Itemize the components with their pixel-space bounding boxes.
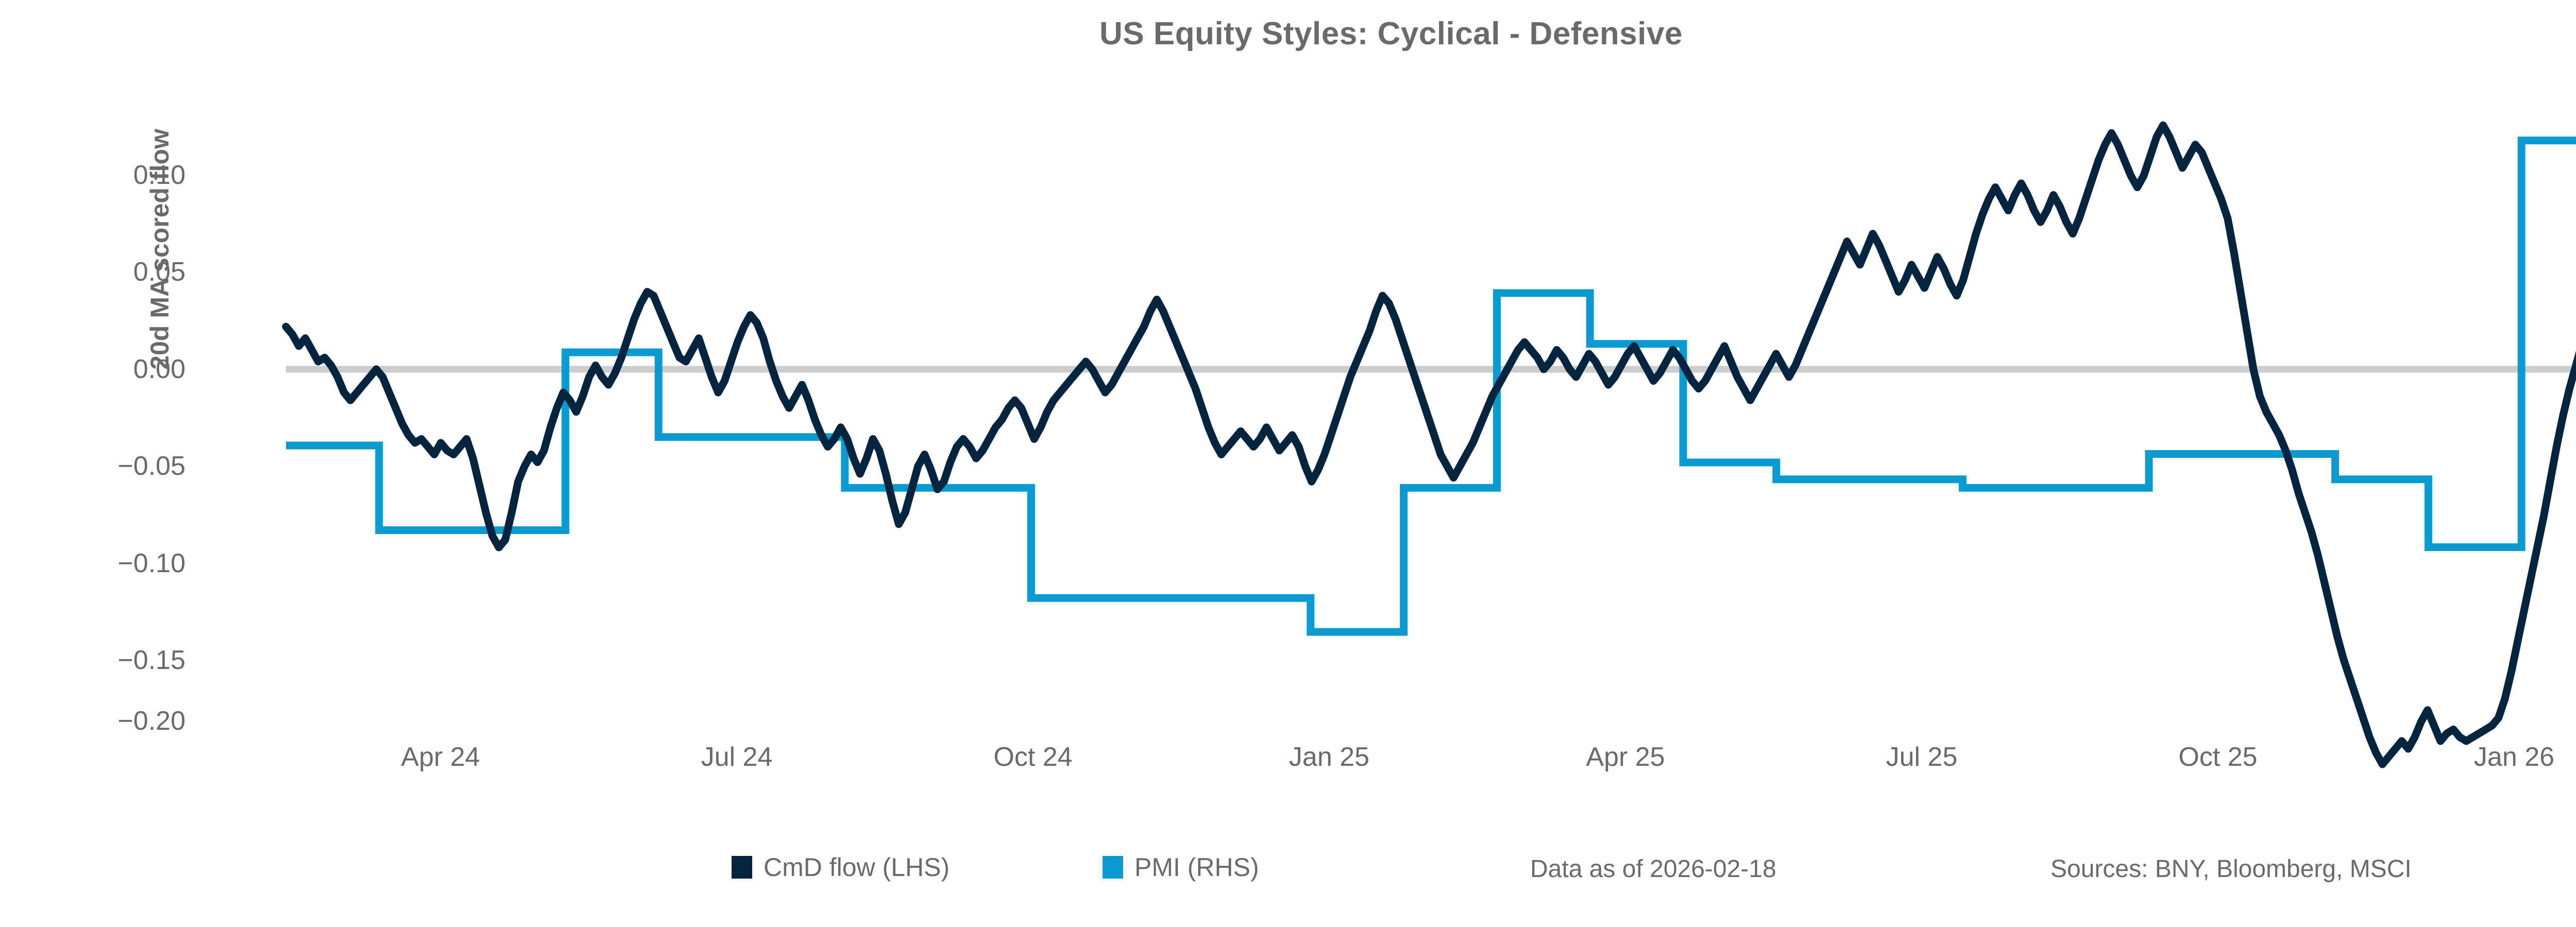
data-as-of-text: Data as of 2026-02-18 (1530, 855, 1776, 883)
pmi-series-line (286, 136, 2576, 636)
legend-item-pmi: PMI (RHS) (1103, 852, 1259, 882)
x-tick-3: Jan 25 (1289, 742, 1370, 772)
legend-item-cmd-flow: CmD flow (LHS) (732, 852, 950, 882)
page-title: US Equity Styles: Cyclical - Defensive (1099, 16, 1683, 52)
legend-label-cmd-flow: CmD flow (LHS) (764, 853, 950, 882)
x-tick-7: Jan 26 (2473, 742, 2555, 772)
y-tick-left-0: 0.10 (133, 160, 185, 190)
x-tick-2: Oct 24 (993, 742, 1073, 772)
legend-swatch-pmi (1103, 856, 1123, 879)
cmd-flow-series-line (282, 121, 2576, 768)
y-tick-left-4: −0.10 (117, 548, 185, 578)
chart-legend: CmD flow (LHS) PMI (RHS) Data as of 2026… (0, 852, 2576, 888)
x-tick-1: Jul 24 (701, 742, 773, 772)
y-tick-left-1: 0.05 (133, 257, 185, 287)
legend-label-pmi: PMI (RHS) (1134, 853, 1259, 882)
y-tick-left-3: −0.05 (117, 451, 185, 481)
y-tick-left-6: −0.20 (117, 706, 185, 736)
x-tick-0: Apr 24 (401, 742, 480, 772)
y-tick-left-5: −0.15 (117, 645, 185, 675)
y-tick-left-2: 0.00 (133, 354, 185, 384)
x-tick-4: Apr 25 (1586, 742, 1665, 772)
x-tick-6: Oct 25 (2178, 742, 2258, 772)
sources-text: Sources: BNY, Bloomberg, MSCI (2050, 855, 2412, 883)
legend-swatch-cmd-flow (732, 856, 752, 879)
x-tick-5: Jul 25 (1886, 742, 1958, 772)
